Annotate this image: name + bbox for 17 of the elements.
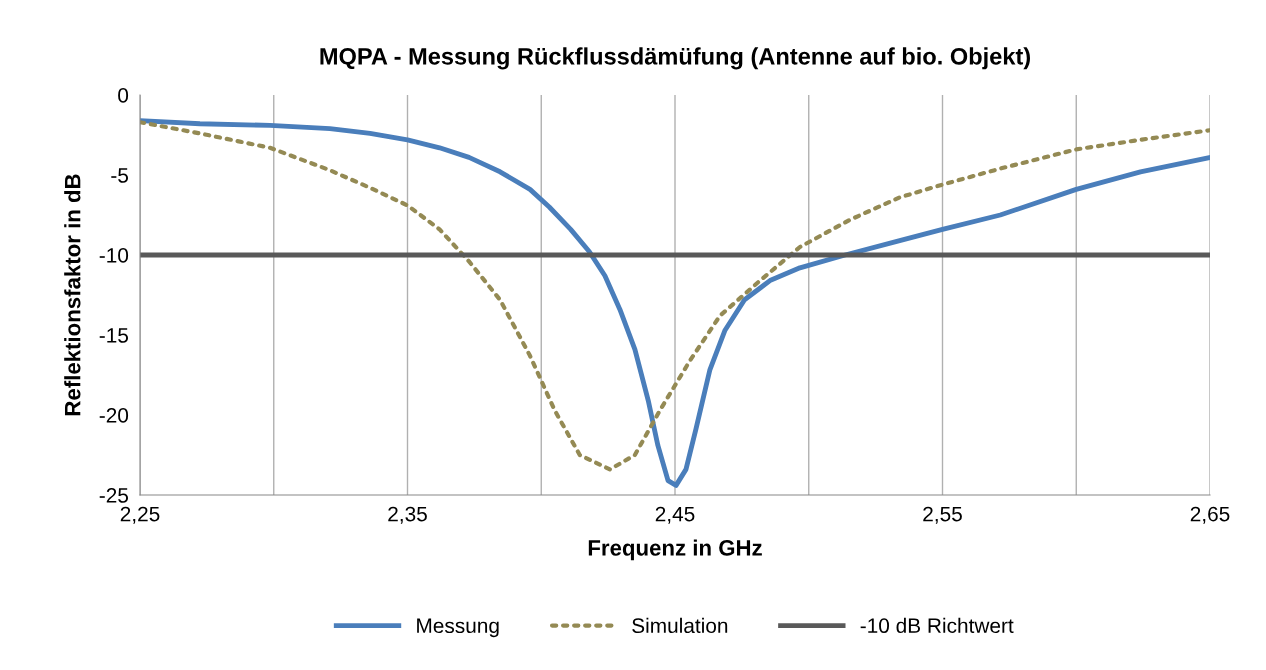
y-tick-label: 0 <box>118 88 129 103</box>
x-tick-label: 2,45 <box>655 506 695 524</box>
y-tick-label: -10 <box>99 248 129 263</box>
x-tick-label: 2,35 <box>388 506 427 524</box>
legend-label: -10 dB Richtwert <box>860 617 1014 634</box>
y-tick-label: -5 <box>111 168 129 183</box>
x-tick-label: 2,55 <box>923 506 962 524</box>
chart-title: MQPA - Messung Rückflussdämüfung (Antenne auf bio. Objekt) <box>320 47 1030 70</box>
y-axis-title: Reflektionsfaktor in dB <box>64 174 81 416</box>
y-tick-label: -15 <box>99 328 129 343</box>
x-axis-title: Frequenz in GHz <box>588 539 762 561</box>
y-tick-label: -25 <box>99 488 129 503</box>
legend-label: Simulation <box>632 617 728 634</box>
x-tick-label: 2,65 <box>1190 506 1230 524</box>
y-tick-label: -20 <box>99 408 129 423</box>
legend-label: Messung <box>417 618 499 638</box>
x-tick-label: 2,25 <box>120 506 160 524</box>
